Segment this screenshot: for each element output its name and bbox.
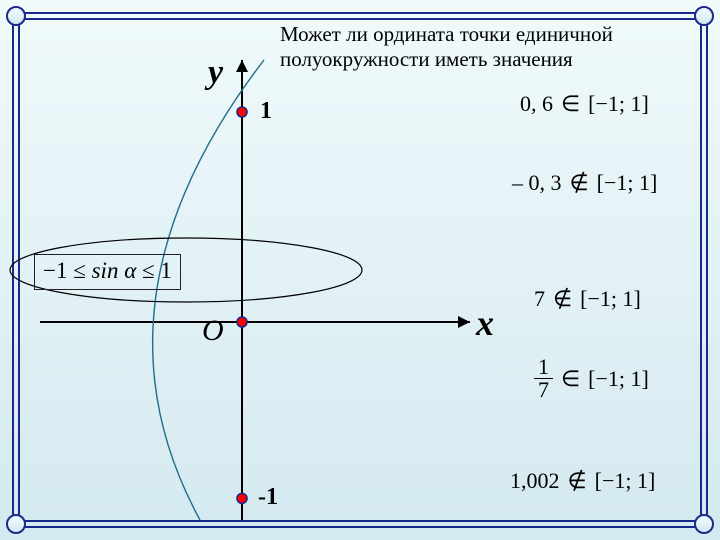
answer-row: 7 ∉ [−1; 1]: [534, 286, 641, 312]
answer-value: – 0, 3: [512, 170, 562, 196]
not-element-of-icon: ∉: [553, 286, 572, 312]
sin-inequality-box: −1 ≤ sin α ≤ 1: [34, 254, 181, 290]
answer-value: 7: [534, 286, 545, 312]
interval: [−1; 1]: [588, 366, 649, 392]
element-of-icon: ∈: [561, 91, 580, 117]
answer-row: 1,002 ∉ [−1; 1]: [510, 468, 655, 494]
interval: [−1; 1]: [597, 170, 658, 196]
answer-row: 17 ∈ [−1; 1]: [534, 356, 649, 401]
interval: [−1; 1]: [588, 91, 649, 117]
not-element-of-icon: ∉: [570, 170, 589, 196]
ineq-part: ≤ 1: [136, 258, 172, 283]
tick-plus-1: 1: [260, 98, 272, 125]
answer-value: 0, 6: [520, 91, 553, 117]
not-element-of-icon: ∉: [568, 468, 587, 494]
interval: [−1; 1]: [580, 286, 641, 312]
ineq-part: −1 ≤: [43, 258, 92, 283]
y-axis-label: y: [208, 54, 223, 92]
answer-row: – 0, 3 ∉ [−1; 1]: [512, 170, 657, 196]
interval: [−1; 1]: [595, 468, 656, 494]
x-axis-label: x: [476, 302, 494, 344]
ineq-part: sin α: [92, 258, 137, 283]
answer-value: 17: [534, 356, 553, 401]
element-of-icon: ∈: [561, 366, 580, 392]
answer-row: 0, 6 ∈ [−1; 1]: [520, 91, 649, 117]
origin-label: O: [202, 314, 224, 348]
tick-minus-1: -1: [258, 484, 278, 511]
question-title: Может ли ордината точки единичной полуок…: [280, 22, 690, 72]
answer-value: 1,002: [510, 468, 560, 494]
